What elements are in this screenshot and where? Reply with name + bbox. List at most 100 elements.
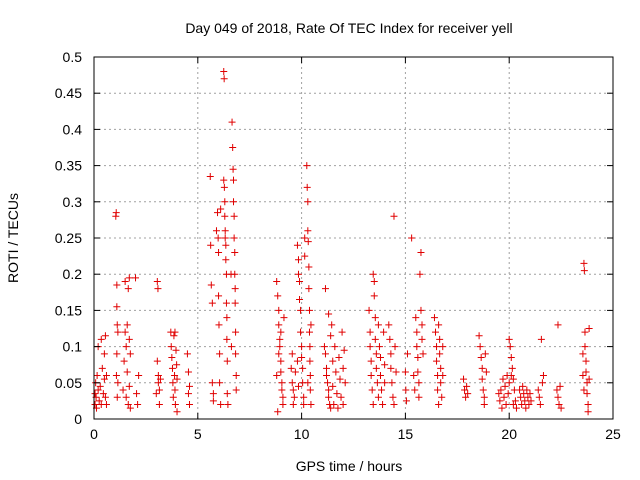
data-point <box>479 386 487 394</box>
data-point <box>185 401 193 409</box>
data-point <box>435 401 443 409</box>
data-point <box>273 372 281 380</box>
data-point <box>506 343 514 351</box>
data-point <box>341 379 349 387</box>
data-point <box>223 335 231 343</box>
data-point <box>215 321 223 329</box>
data-point <box>584 401 592 409</box>
data-point <box>509 401 517 409</box>
data-point <box>122 343 130 351</box>
data-point <box>220 67 228 75</box>
data-point <box>519 382 527 390</box>
data-point <box>214 209 222 217</box>
data-point <box>114 328 122 336</box>
data-point <box>101 332 109 340</box>
data-point <box>301 252 309 260</box>
data-point <box>304 238 312 246</box>
data-point <box>329 357 337 365</box>
data-point <box>517 393 525 401</box>
data-point <box>305 328 313 336</box>
data-point <box>387 364 395 372</box>
y-tick-label: 0 <box>74 411 82 427</box>
data-point <box>556 382 564 390</box>
x-tick-label: 0 <box>90 426 98 442</box>
data-point <box>134 401 142 409</box>
data-point <box>217 205 225 213</box>
data-point <box>401 368 409 376</box>
data-point <box>232 372 240 380</box>
data-point <box>339 364 347 372</box>
data-point <box>98 364 106 372</box>
data-point <box>504 390 512 398</box>
data-point <box>480 393 488 401</box>
data-points <box>91 67 593 416</box>
x-axis-label: GPS time / hours <box>296 458 403 474</box>
data-point <box>126 404 134 412</box>
data-point <box>224 401 232 409</box>
data-point <box>325 310 333 318</box>
data-point <box>320 343 328 351</box>
data-point <box>230 176 238 184</box>
y-tick-labels: 0 0.05 0.1 0.15 0.2 0.25 0.3 0.35 0.4 0.45 0.5 <box>55 49 82 427</box>
data-point <box>154 379 162 387</box>
data-point <box>389 393 397 401</box>
data-point <box>495 390 503 398</box>
data-point <box>306 386 314 394</box>
x-tick-label: 5 <box>194 426 202 442</box>
data-point <box>230 198 238 206</box>
x-tick-labels: 0 5 10 15 20 25 <box>90 426 621 442</box>
data-point <box>223 390 231 398</box>
data-point <box>173 361 181 369</box>
data-point <box>539 372 547 380</box>
data-point <box>323 364 331 372</box>
data-point <box>296 277 304 285</box>
data-point <box>125 335 133 343</box>
data-point <box>185 382 193 390</box>
data-point <box>508 364 516 372</box>
data-point <box>300 393 308 401</box>
data-point <box>418 321 426 329</box>
data-point <box>505 335 513 343</box>
data-point <box>430 314 438 322</box>
data-point <box>534 386 542 394</box>
data-point <box>169 393 177 401</box>
data-point <box>499 375 507 383</box>
data-point <box>323 372 331 380</box>
data-point <box>275 306 283 314</box>
data-point <box>585 375 593 383</box>
data-point <box>370 292 378 300</box>
data-point <box>413 328 421 336</box>
data-point <box>287 364 295 372</box>
data-point <box>228 118 236 126</box>
data-point <box>372 364 380 372</box>
data-point <box>93 372 101 380</box>
data-point <box>432 328 440 336</box>
y-tick-label: 0.25 <box>55 230 82 246</box>
data-point <box>102 401 110 409</box>
data-point <box>368 386 376 394</box>
data-point <box>481 350 489 358</box>
data-point <box>280 314 288 322</box>
data-point <box>277 328 285 336</box>
data-point <box>290 393 298 401</box>
data-point <box>386 335 394 343</box>
data-point <box>227 270 235 278</box>
data-point <box>112 209 120 217</box>
data-point <box>482 368 490 376</box>
data-point <box>276 343 284 351</box>
data-point <box>307 321 315 329</box>
data-point <box>497 386 505 394</box>
data-point <box>554 321 562 329</box>
data-point <box>580 259 588 267</box>
data-point <box>207 281 215 289</box>
data-point <box>324 379 332 387</box>
data-point <box>112 372 120 380</box>
data-point <box>124 401 132 409</box>
data-point <box>99 390 107 398</box>
data-point <box>402 397 410 405</box>
data-point <box>329 382 337 390</box>
data-point <box>408 234 416 242</box>
data-point <box>230 234 238 242</box>
data-point <box>476 343 484 351</box>
